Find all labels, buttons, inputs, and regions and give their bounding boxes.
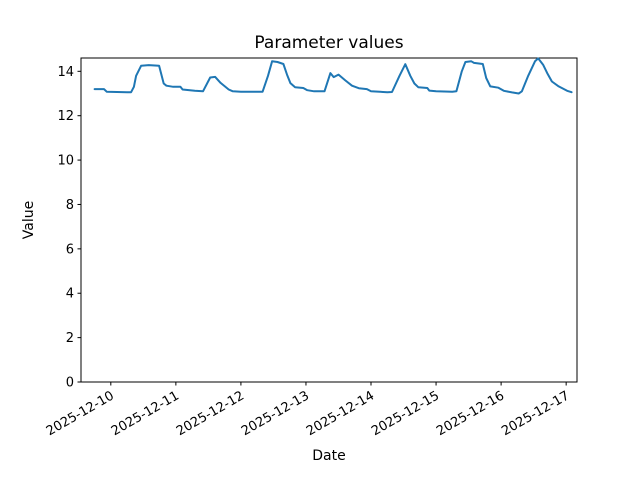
x-tick-label: 2025-12-15 — [369, 388, 442, 439]
y-tick-label: 8 — [66, 198, 74, 213]
chart-title: Parameter values — [254, 33, 404, 53]
x-tick-label: 2025-12-17 — [499, 388, 572, 439]
y-tick-label: 6 — [66, 242, 74, 257]
y-tick-label: 4 — [66, 287, 74, 302]
y-tick-label: 10 — [57, 154, 74, 169]
y-tick-label: 12 — [57, 109, 74, 124]
x-axis-label: Date — [312, 448, 346, 464]
y-tick-label: 0 — [66, 376, 74, 391]
axes-frame — [80, 57, 578, 383]
y-tick-label: 2 — [66, 331, 74, 346]
x-tick-label: 2025-12-13 — [239, 388, 312, 439]
x-tick-label: 2025-12-10 — [44, 388, 117, 439]
x-tick-label: 2025-12-14 — [304, 388, 377, 439]
y-tick-label: 14 — [57, 65, 74, 80]
series-line — [93, 57, 573, 95]
x-tick-label: 2025-12-11 — [109, 388, 182, 439]
x-tick-label: 2025-12-12 — [174, 388, 247, 439]
y-axis-label: Value — [21, 200, 37, 240]
x-tick-label: 2025-12-16 — [434, 388, 507, 439]
